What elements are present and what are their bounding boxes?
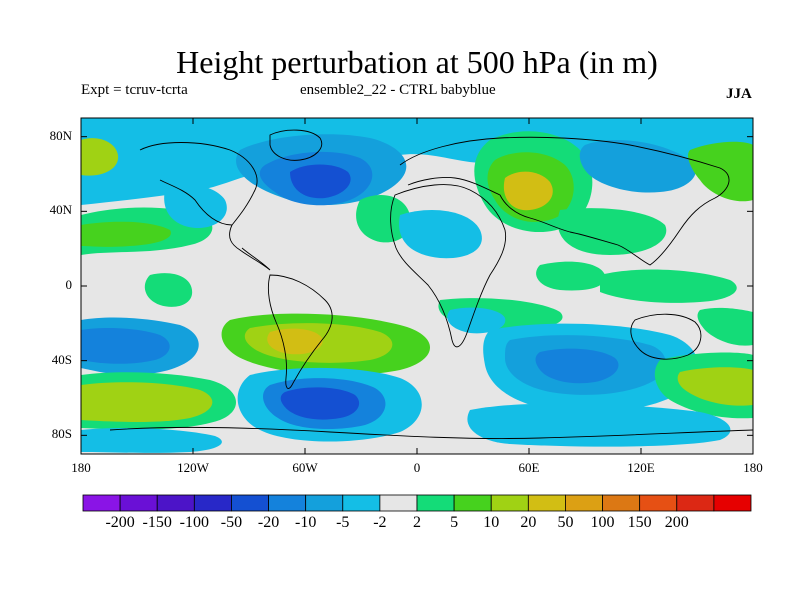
colorbar-label: 50	[557, 514, 574, 531]
colorbar-label: -100	[179, 514, 209, 531]
colorbar-label: -5	[336, 514, 350, 531]
lon-tick-label: 180	[743, 460, 763, 475]
colorbar-label: 200	[664, 514, 689, 531]
colorbar-label: 100	[590, 514, 615, 531]
season-label: JJA	[726, 86, 752, 102]
contour-region	[81, 327, 170, 364]
colorbar-box	[565, 494, 603, 512]
contour-region	[81, 428, 222, 453]
colorbar-box	[676, 494, 715, 512]
colorbar-box	[82, 494, 121, 512]
colorbar-box	[342, 494, 381, 512]
experiment-label: Expt = tcruv-tcrta	[81, 82, 188, 98]
contour-region	[144, 273, 193, 307]
lat-tick-label: 80S	[51, 426, 72, 442]
lon-tick-label: 180	[71, 460, 91, 475]
contour-region	[280, 387, 360, 420]
colorbar-label: -20	[257, 514, 280, 531]
contour-region	[535, 348, 619, 384]
colorbar-box	[713, 494, 752, 512]
contour-region	[697, 307, 753, 346]
colorbar-box	[639, 494, 678, 512]
colorbar-box	[305, 494, 344, 512]
colorbar-box	[602, 494, 641, 512]
lat-tick-label: 0	[65, 277, 73, 292]
colorbar-label: 10	[483, 514, 500, 531]
coastlines	[109, 129, 753, 439]
lat-ticks	[81, 136, 753, 436]
lon-tick-label: 120W	[177, 460, 209, 475]
colorbar-label: 20	[520, 514, 537, 531]
colorbar-box	[156, 494, 195, 512]
contour-region	[81, 138, 119, 176]
contour-region	[677, 367, 753, 406]
contour-region	[290, 164, 351, 199]
contour-region	[81, 221, 171, 247]
lat-tick-label: 40S	[51, 351, 72, 367]
colorbar-label: -200	[105, 514, 135, 531]
contour-region	[447, 307, 506, 334]
colorbar-box	[268, 494, 307, 512]
colorbar-box	[231, 494, 269, 512]
colorbar-box	[453, 494, 492, 512]
colorbar-label: 150	[627, 514, 652, 531]
colorbar-box	[490, 494, 529, 512]
lon-ticks	[80, 118, 754, 454]
colorbar-box	[527, 494, 566, 512]
contour-region	[81, 382, 213, 422]
contour-region	[536, 261, 606, 291]
lon-tick-label: 60E	[518, 460, 540, 475]
contour-region	[399, 210, 482, 259]
contour-region	[467, 403, 731, 447]
colorbar-box	[379, 494, 418, 512]
colorbar-label: 5	[450, 514, 459, 531]
colorbar-label: -50	[220, 514, 243, 531]
contour-region	[688, 141, 753, 202]
lon-tick-label: 60W	[292, 460, 318, 475]
colorbar-label: -150	[142, 514, 172, 531]
colorbar-label: -10	[294, 514, 317, 531]
ensemble-label: ensemble2_22 - CTRL babyblue	[300, 82, 496, 98]
colorbar-box	[119, 494, 158, 512]
colorbar-box	[193, 494, 232, 512]
lon-tick-label: 0	[413, 460, 421, 475]
contour-region	[600, 269, 737, 303]
colorbar-box	[416, 494, 455, 512]
contour-region	[356, 195, 411, 243]
colorbar-label: -2	[373, 514, 387, 531]
contour-region	[557, 208, 667, 255]
contour-region	[503, 171, 553, 211]
lat-tick-label: 80N	[49, 127, 72, 143]
plot-title: Height perturbation at 500 hPa (in m)	[176, 44, 658, 80]
contour-field	[81, 118, 753, 454]
colorbar	[82, 494, 752, 512]
lon-tick-label: 120E	[627, 460, 655, 475]
colorbar-label: 2	[413, 514, 421, 531]
lat-tick-label: 40N	[49, 202, 72, 218]
